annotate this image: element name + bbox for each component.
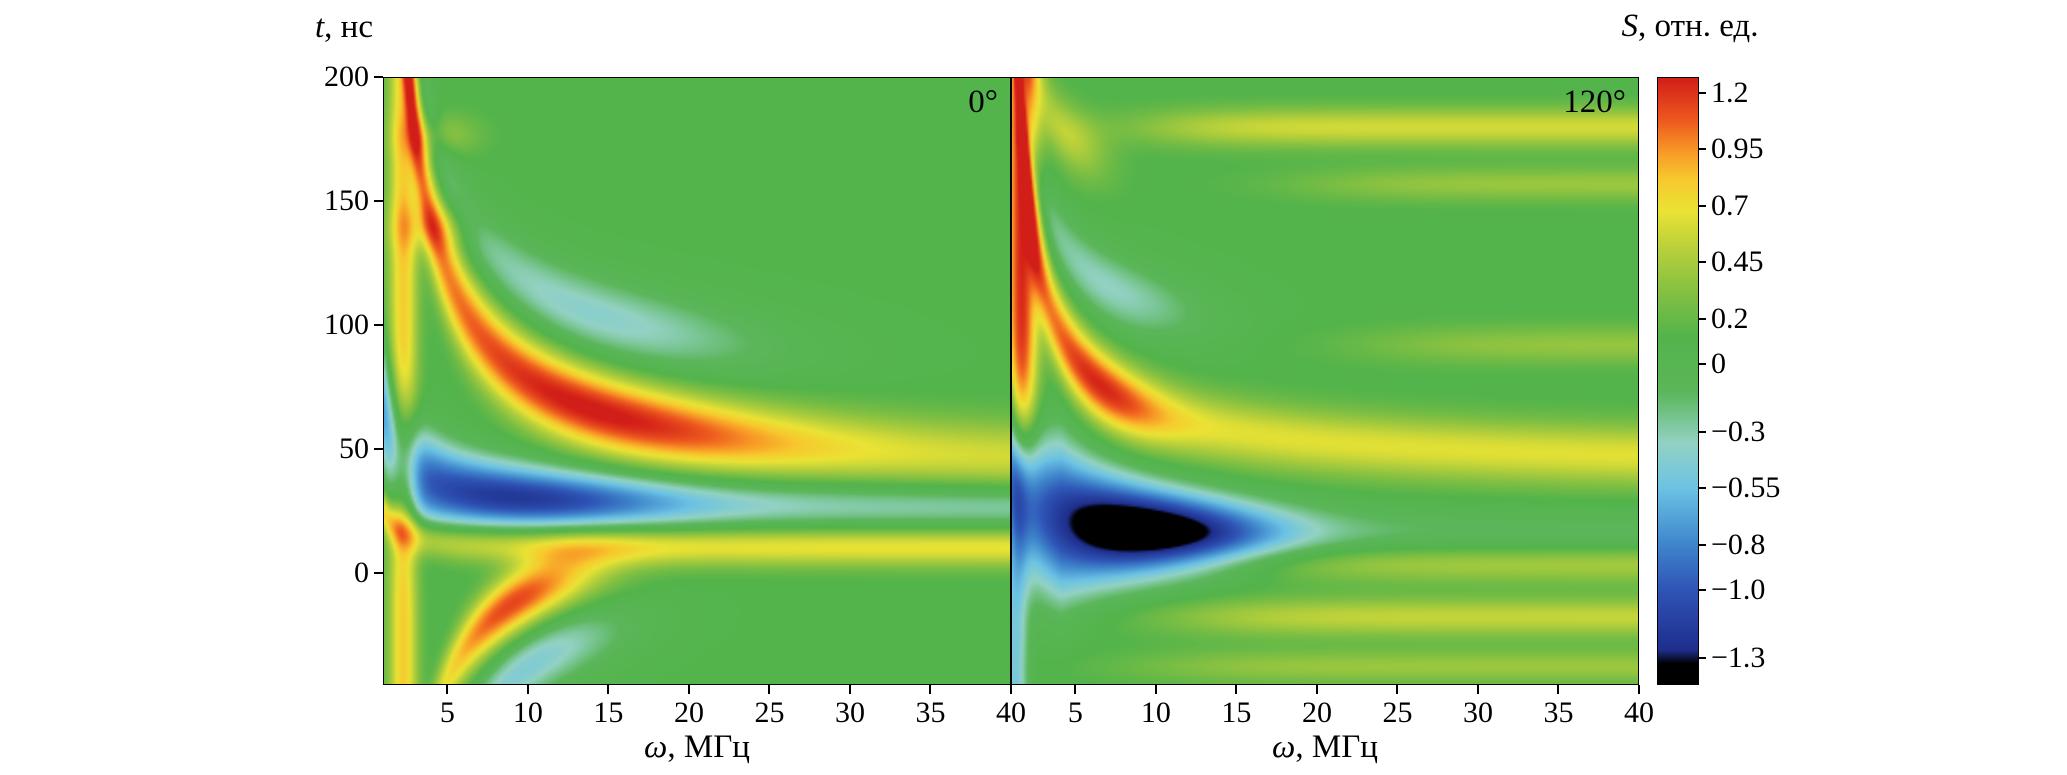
y-tick-label: 150 xyxy=(324,184,369,218)
x-tick-label: 35 xyxy=(915,696,946,729)
y-tick-label: 0 xyxy=(354,556,369,590)
colorbar-tick-label: −1.3 xyxy=(1711,640,1766,674)
colorbar-tick-label: 0.7 xyxy=(1711,188,1749,222)
y-axis-symbol: t xyxy=(315,9,325,45)
colorbar-tick-label: −0.55 xyxy=(1711,471,1781,505)
x-tick-mark xyxy=(1315,685,1318,694)
colorbar-symbol: S xyxy=(1621,8,1639,44)
x-tick-mark xyxy=(687,685,690,694)
y-tick-mark xyxy=(374,200,383,203)
y-tick-mark xyxy=(374,324,383,327)
x-tick-mark xyxy=(848,685,851,694)
heatmap-panel-120deg: 120° xyxy=(1011,77,1639,685)
colorbar-tick-mark xyxy=(1699,487,1706,490)
colorbar-tick-label: −0.3 xyxy=(1711,414,1766,448)
y-tick-label: 200 xyxy=(324,60,369,93)
x-tick-mark xyxy=(768,685,771,694)
x-tick-mark xyxy=(446,685,449,694)
x-tick-label: 30 xyxy=(1462,696,1493,729)
colorbar-units: , отн. ед. xyxy=(1638,8,1759,44)
x-axis-title-left: ω, МГц xyxy=(644,729,750,766)
x-tick-mark xyxy=(607,685,610,694)
y-tick-mark xyxy=(374,572,383,575)
colorbar-tick-mark xyxy=(1699,204,1706,207)
colorbar-tick-label: 0.95 xyxy=(1711,132,1764,166)
x-tick-mark xyxy=(1010,685,1012,694)
x-axis-title-right: ω, МГц xyxy=(1272,729,1378,766)
heatmap-canvas-120deg xyxy=(1012,78,1638,684)
colorbar-tick-label: −0.8 xyxy=(1711,527,1766,561)
y-axis-units: , нс xyxy=(324,9,373,45)
x-tick-label: 35 xyxy=(1543,696,1574,729)
x-tick-mark xyxy=(1154,685,1157,694)
x-tick-mark xyxy=(526,685,529,694)
x-tick-mark xyxy=(1557,685,1560,694)
x-tick-mark xyxy=(1476,685,1479,694)
x-tick-label: 5 xyxy=(1067,696,1083,729)
colorbar-tick-mark xyxy=(1699,430,1706,433)
x-axis-units-right: , МГц xyxy=(1295,729,1378,765)
colorbar-tick-mark xyxy=(1699,317,1706,320)
colorbar-tick-label: 0.45 xyxy=(1711,245,1764,279)
x-axis-units-left: , МГц xyxy=(667,729,750,765)
colorbar-gradient xyxy=(1658,78,1698,684)
colorbar-tick-mark xyxy=(1699,91,1706,94)
y-tick-label: 50 xyxy=(339,432,369,466)
colorbar xyxy=(1657,77,1699,685)
x-tick-mark xyxy=(1074,685,1077,694)
x-tick-label: 5 xyxy=(439,696,455,729)
x-tick-mark xyxy=(1396,685,1399,694)
colorbar-tick-mark xyxy=(1699,261,1706,264)
y-tick-mark xyxy=(374,76,383,78)
x-axis-symbol-left: ω xyxy=(644,729,668,765)
x-tick-mark xyxy=(1235,685,1238,694)
x-tick-label: 10 xyxy=(512,696,543,729)
colorbar-tick-label: −1.0 xyxy=(1711,573,1766,607)
colorbar-tick-mark xyxy=(1699,148,1706,151)
x-tick-mark xyxy=(1638,685,1640,694)
colorbar-tick-label: 0 xyxy=(1711,347,1726,381)
colorbar-tick-mark xyxy=(1699,363,1706,366)
y-tick-mark xyxy=(374,448,383,451)
panel-angle-label-0deg: 0° xyxy=(968,84,998,120)
y-tick-label: 100 xyxy=(324,308,369,342)
x-tick-label: 40 xyxy=(1624,696,1654,729)
panel-angle-label-120deg: 120° xyxy=(1563,84,1626,120)
x-tick-label: 15 xyxy=(593,696,624,729)
x-tick-label: 20 xyxy=(673,696,704,729)
heatmap-panel-0deg: 0° xyxy=(383,77,1011,685)
colorbar-tick-mark xyxy=(1699,589,1706,592)
x-tick-label: 10 xyxy=(1140,696,1171,729)
colorbar-tick-mark xyxy=(1699,656,1706,659)
x-tick-label: 30 xyxy=(834,696,865,729)
colorbar-tick-label: 1.2 xyxy=(1711,75,1749,109)
x-tick-label: 25 xyxy=(1382,696,1413,729)
x-axis-symbol-right: ω xyxy=(1272,729,1296,765)
y-axis-title: t, нс xyxy=(315,9,373,46)
colorbar-title: S, отн. ед. xyxy=(1565,8,1815,45)
x-tick-label: 15 xyxy=(1221,696,1252,729)
x-tick-label: 20 xyxy=(1301,696,1332,729)
x-tick-label: 25 xyxy=(754,696,785,729)
colorbar-tick-mark xyxy=(1699,543,1706,546)
x-tick-label: 40 xyxy=(996,696,1026,729)
x-tick-mark xyxy=(929,685,932,694)
heatmap-canvas-0deg xyxy=(384,78,1010,684)
colorbar-tick-label: 0.2 xyxy=(1711,301,1749,335)
